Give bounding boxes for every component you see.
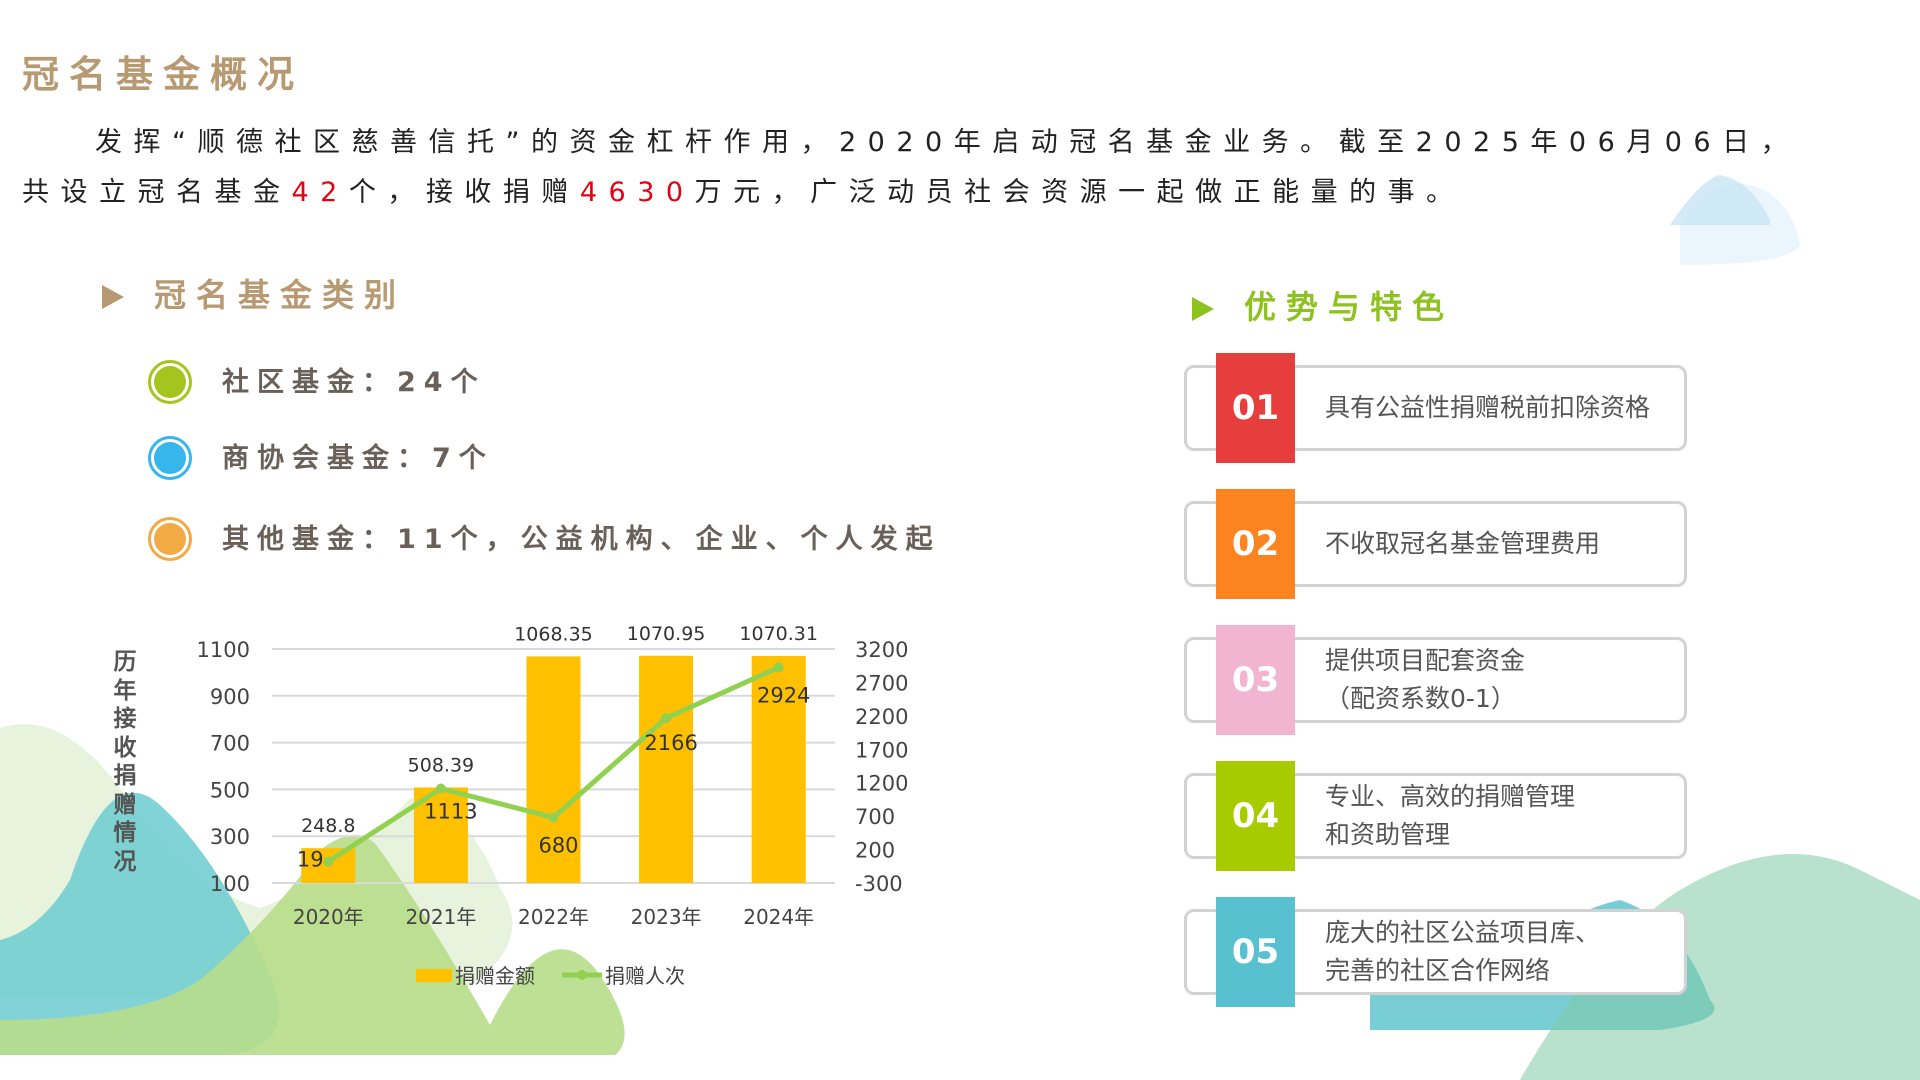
bar (413, 787, 468, 883)
bar (639, 655, 694, 883)
feature-line: 提供项目配套资金 (1325, 646, 1526, 675)
y2-tick-label: -300 (855, 872, 903, 896)
categories-heading: 冠名基金类别 (102, 270, 406, 316)
bar-data-label: 508.39 (408, 754, 474, 776)
line-data-label: 19 (297, 848, 324, 872)
intro-line-2: 共设立冠名基金42个，接收捐赠4630万元，广泛动员社会资源一起做正能量的事。 (22, 170, 1465, 209)
feature-text: 庞大的社区公益项目库、 完善的社区合作网络 (1325, 914, 1600, 990)
x-tick-label: 2024年 (743, 905, 814, 929)
x-tick-label: 2023年 (631, 905, 702, 929)
intro-text: 万元，广泛动员社会资源一起做正能量的事。 (694, 177, 1465, 208)
bar (526, 656, 581, 883)
y-tick-label: 900 (210, 685, 250, 709)
feature-line: 不收取冠名基金管理费用 (1325, 529, 1601, 558)
categories-heading-text: 冠名基金类别 (154, 276, 407, 314)
bar-data-label: 248.8 (301, 815, 355, 837)
feature-number: 01 (1216, 353, 1295, 463)
bar-data-label: 1068.35 (514, 623, 593, 645)
line-data-label: 2924 (757, 683, 810, 707)
x-tick-label: 2022年 (518, 905, 589, 929)
bar (751, 655, 806, 883)
y2-tick-label: 3200 (855, 638, 908, 662)
line-data-label: 680 (538, 833, 578, 857)
triangle-icon (102, 285, 124, 309)
intro-text: 个，接收捐赠 (348, 177, 580, 208)
legend-bar-swatch (416, 969, 452, 982)
y-tick-label: 700 (210, 732, 250, 756)
green-dot-icon (148, 360, 192, 404)
y-tick-label: 1100 (197, 638, 250, 662)
category-association: 商协会基金：7个 (222, 443, 494, 474)
legend-line-marker (577, 970, 587, 980)
feature-number: 02 (1216, 489, 1295, 599)
feature-text: 提供项目配套资金 （配资系数0-1） (1325, 642, 1525, 718)
feature-line: 具有公益性捐赠税前扣除资格 (1325, 393, 1651, 422)
triangle-icon (1192, 297, 1214, 321)
feature-number: 04 (1216, 761, 1295, 871)
feature-line: 和资助管理 (1325, 820, 1451, 849)
feature-line: 完善的社区合作网络 (1325, 956, 1551, 985)
line-data-label: 1113 (424, 800, 477, 824)
line-point (435, 783, 446, 794)
feature-line: 专业、高效的捐赠管理 (1325, 782, 1576, 811)
intro-line-1: 发挥“顺德社区慈善信托”的资金杠杆作用，2020年启动冠名基金业务。截至2025… (95, 127, 1800, 158)
orange-dot-icon (148, 517, 192, 561)
feature-line: （配资系数0-1） (1325, 684, 1516, 713)
chart-y-title: 历年接收捐赠情况 (113, 649, 137, 875)
y2-tick-label: 1200 (855, 772, 908, 796)
y2-tick-label: 2200 (855, 705, 908, 729)
bar-data-label: 1070.95 (627, 623, 706, 645)
bar-data-label: 1070.31 (739, 623, 818, 645)
intro-text: 共设立冠名基金 (22, 177, 292, 208)
feature-number: 05 (1216, 897, 1295, 1007)
feature-number: 03 (1216, 625, 1295, 735)
page-title: 冠名基金概况 (22, 53, 304, 96)
x-tick-label: 2020年 (293, 905, 364, 929)
blue-dot-icon (148, 436, 192, 480)
legend-line-label: 捐赠人次 (605, 964, 685, 988)
y2-tick-label: 700 (855, 805, 895, 829)
feature-text: 专业、高效的捐赠管理 和资助管理 (1325, 778, 1575, 854)
line-point (773, 662, 784, 673)
feature-text: 不收取冠名基金管理费用 (1325, 525, 1600, 563)
y-tick-label: 500 (210, 778, 250, 802)
donation-chart: 100 300 500 700 900 1100 -300 200 700 1200 1700 220… (197, 623, 909, 988)
y2-tick-label: 1700 (855, 738, 908, 762)
x-tick-label: 2021年 (405, 905, 476, 929)
line-point (661, 713, 672, 724)
features-heading-text: 优势与特色 (1244, 288, 1455, 326)
line-point (323, 856, 334, 867)
line-point (548, 812, 559, 823)
feature-text: 具有公益性捐赠税前扣除资格 (1325, 389, 1650, 427)
y-tick-label: 300 (210, 825, 250, 849)
y-tick-label: 100 (210, 872, 250, 896)
y2-tick-label: 200 (855, 839, 895, 863)
legend-bar-label: 捐赠金额 (455, 964, 535, 988)
donation-total: 4630 (579, 177, 695, 208)
line-data-label: 2166 (644, 731, 697, 755)
features-heading: 优势与特色 (1192, 282, 1454, 328)
fund-count: 42 (291, 177, 349, 208)
feature-line: 庞大的社区公益项目库、 (1325, 918, 1601, 947)
y2-tick-label: 2700 (855, 671, 908, 695)
category-community: 社区基金：24个 (222, 367, 486, 398)
category-other: 其他基金：11个，公益机构、企业、个人发起 (222, 524, 941, 555)
